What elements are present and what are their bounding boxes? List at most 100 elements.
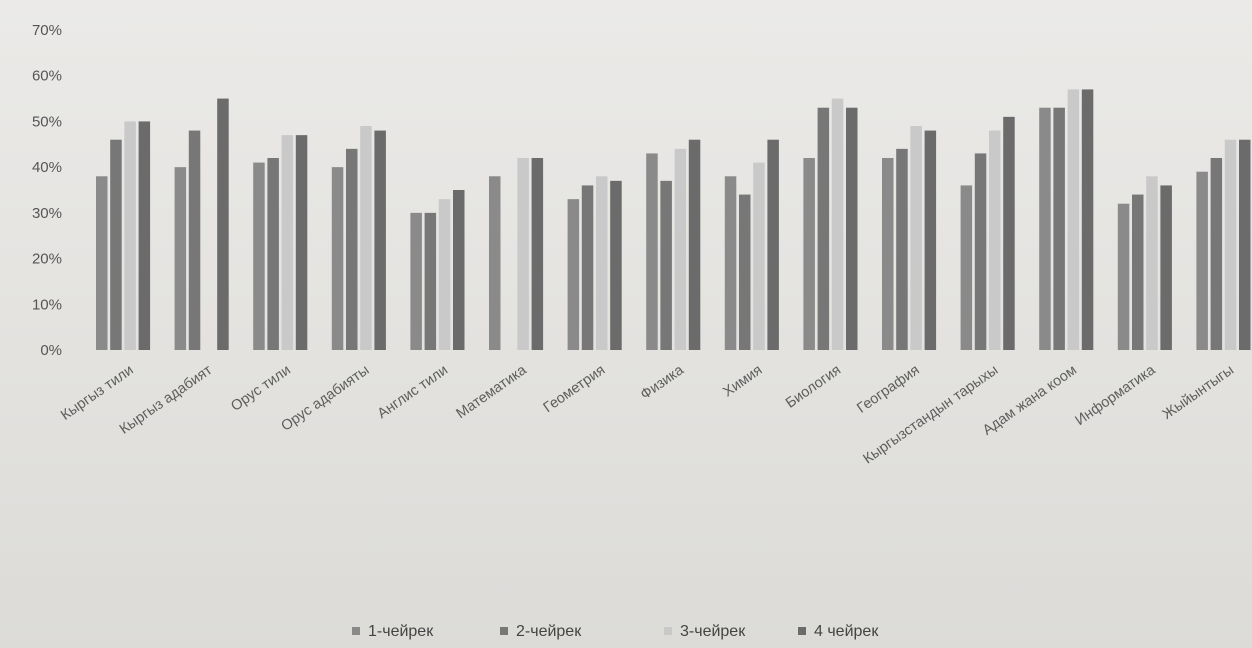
bar: Орус адабияты — 2-чейрек: 44%: [346, 148, 358, 350]
bar: Англис тили — 3-чейрек: 33%: [438, 199, 451, 350]
bar: Адам жана коом — 1-чейрек: 53%: [1039, 107, 1051, 350]
bar: Физика — 1-чейрек: 43%: [646, 153, 658, 350]
bar: Химия — 3-чейрек: 41%: [753, 162, 765, 350]
bar: Геометрия — 3-чейрек: 38%: [596, 176, 608, 350]
bar: Химия — 2-чейрек: 34%: [739, 194, 751, 350]
legend-item: 3-чейрек: [664, 623, 746, 640]
legend-label: 4 чейрек: [814, 623, 879, 640]
x-tick-label: Англис тили: [375, 362, 451, 422]
bar: Информатика — 4 чейрек: 36%: [1160, 185, 1172, 350]
bar-group: География — 1-чейрек: 42%География — 2-ч…: [882, 126, 937, 350]
bar: Биология — 3-чейрек: 55%: [831, 98, 844, 350]
bar: Биология — 1-чейрек: 42%: [803, 158, 815, 350]
bar: Кыргыз тили — 4 чейрек: 50%: [138, 121, 151, 350]
bar: Химия — 1-чейрек: 38%: [724, 176, 737, 350]
bar: Физика — 3-чейрек: 44%: [674, 148, 687, 350]
bar: Физика — 2-чейрек: 37%: [660, 180, 672, 350]
bar-group: Биология — 1-чейрек: 42%Биология — 2-чей…: [803, 98, 858, 350]
bar: Математика — 4 чейрек: 42%: [531, 158, 544, 350]
x-tick-label: Геометрия: [541, 362, 609, 416]
legend-item: 4 чейрек: [798, 623, 879, 640]
bar: Орус тили — 2-чейрек: 42%: [267, 158, 279, 350]
bar: Жыйынтыгы — 4 чейрек: 46%: [1239, 139, 1251, 350]
bar-group: Англис тили — 1-чейрек: 30%Англис тили —…: [410, 190, 465, 350]
x-tick-label: География: [854, 362, 922, 417]
bar-group: Математика — 1-чейрек: 38% Математика — 3…: [489, 158, 544, 350]
legend-item: 2-чейрек: [500, 623, 582, 640]
bar: Кыргыз адабият — 4 чейрек: 55%: [217, 98, 229, 350]
bar: Кыргыз тили — 1-чейрек: 38%: [96, 176, 108, 350]
bar: Геометрия — 4 чейрек: 37%: [610, 180, 622, 350]
bar: Информатика — 3-чейрек: 38%: [1146, 176, 1158, 350]
y-tick-label: 60%: [32, 68, 62, 85]
y-tick-label: 10%: [32, 296, 62, 313]
bar: Орус тили — 3-чейрек: 47%: [281, 135, 294, 350]
bar-group: Химия — 1-чейрек: 38%Химия — 2-чейрек: 3…: [724, 139, 779, 350]
bar: Математика — 3-чейрек: 42%: [517, 158, 529, 350]
bar: Информатика — 1-чейрек: 32%: [1117, 203, 1130, 350]
bar-group: Физика — 1-чейрек: 43%Физика — 2-чейрек:…: [646, 139, 701, 350]
bar: Орус тили — 4 чейрек: 47%: [295, 135, 308, 350]
bar: Англис тили — 2-чейрек: 30%: [424, 212, 437, 350]
y-tick-label: 0%: [40, 342, 62, 359]
legend-swatch: [500, 627, 508, 635]
bar-group: Орус тили — 1-чейрек: 41%Орус тили — 2-ч…: [253, 135, 308, 350]
bars: Кыргыз тили — 1-чейрек: 38%Кыргыз тили —…: [96, 89, 1251, 350]
bar: Информатика — 2-чейрек: 34%: [1132, 194, 1144, 350]
bar: Орус адабияты — 1-чейрек: 40%: [331, 167, 344, 350]
legend-swatch: [352, 627, 360, 635]
y-tick-label: 30%: [32, 205, 62, 222]
bar: Адам жана коом — 3-чейрек: 57%: [1067, 89, 1080, 350]
bar-group: Информатика — 1-чейрек: 32%Информатика —…: [1117, 176, 1172, 350]
bar: География — 1-чейрек: 42%: [882, 158, 894, 350]
y-axis: 0% 10% 20% 30% 40% 50% 60% 70%: [32, 22, 62, 359]
bar: География — 3-чейрек: 49%: [910, 126, 922, 350]
bar: Кыргызстандын тарыхы — 4 чейрек: 51%: [1003, 116, 1015, 350]
legend-swatch: [798, 627, 806, 635]
bar: Геометрия — 1-чейрек: 33%: [567, 199, 580, 350]
y-tick-label: 40%: [32, 159, 62, 176]
bar-group: Кыргыз тили — 1-чейрек: 38%Кыргыз тили —…: [96, 121, 151, 350]
x-tick-label: Физика: [638, 362, 688, 404]
bar: Кыргызстандын тарыхы — 1-чейрек: 36%: [960, 185, 973, 350]
bar: Адам жана коом — 2-чейрек: 53%: [1053, 107, 1065, 350]
legend-label: 1-чейрек: [368, 623, 434, 640]
bar-group: Кыргызстандын тарыхы — 1-чейрек: 36%Кырг…: [960, 116, 1015, 350]
bar: Кыргызстандын тарыхы — 3-чейрек: 48%: [989, 130, 1001, 350]
bar: Жыйынтыгы — 1-чейрек: 39%: [1196, 171, 1208, 350]
bar-group: Жыйынтыгы — 1-чейрек: 39%Жыйынтыгы — 2-ч…: [1196, 139, 1251, 350]
x-tick-label: Биология: [783, 362, 844, 411]
x-tick-label: Жыйынтыгы: [1160, 362, 1237, 423]
legend-item: 1-чейрек: [352, 623, 434, 640]
bar: Орус адабияты — 3-чейрек: 49%: [360, 126, 372, 350]
x-tick-label: Информатика: [1072, 362, 1159, 429]
bar: Математика — 1-чейрек: 38%: [489, 176, 501, 350]
bar: Кыргыз адабият — 1-чейрек: 40%: [174, 167, 187, 350]
bar-group: Орус адабияты — 1-чейрек: 40%Орус адабия…: [331, 126, 386, 350]
legend-label: 2-чейрек: [516, 623, 582, 640]
bar: Англис тили — 4 чейрек: 35%: [453, 190, 465, 350]
bar: Жыйынтыгы — 2-чейрек: 42%: [1210, 158, 1223, 350]
bar: Англис тили — 1-чейрек: 30%: [410, 212, 422, 350]
bar: Геометрия — 2-чейрек: 36%: [581, 185, 594, 350]
y-tick-label: 50%: [32, 113, 62, 130]
bar: Жыйынтыгы — 3-чейрек: 46%: [1224, 139, 1237, 350]
y-tick-label: 70%: [32, 22, 62, 39]
x-tick-label: Кыргыз тили: [58, 362, 136, 424]
bar: Кыргызстандын тарыхы — 2-чейрек: 43%: [974, 153, 987, 350]
x-tick-label: Орус адабияты: [278, 362, 372, 434]
bar-group: Геометрия — 1-чейрек: 33%Геометрия — 2-ч…: [567, 176, 622, 350]
x-tick-label: Орус тили: [228, 362, 294, 415]
bar: Биология — 4 чейрек: 53%: [846, 107, 858, 350]
bar: Кыргыз тили — 2-чейрек: 46%: [110, 139, 122, 350]
bar: Орус тили — 1-чейрек: 41%: [253, 162, 265, 350]
legend-label: 3-чейрек: [680, 623, 746, 640]
bar: Биология — 2-чейрек: 53%: [817, 107, 830, 350]
x-tick-label: Химия: [720, 362, 765, 400]
legend-swatch: [664, 627, 672, 635]
bar-group: Адам жана коом — 1-чейрек: 53%Адам жана …: [1039, 89, 1094, 350]
bar: Химия — 4 чейрек: 46%: [767, 139, 779, 350]
bar: Адам жана коом — 4 чейрек: 57%: [1081, 89, 1094, 350]
legend: 1-чейрек 2-чейрек 3-чейрек 4 чейрек: [352, 623, 879, 640]
